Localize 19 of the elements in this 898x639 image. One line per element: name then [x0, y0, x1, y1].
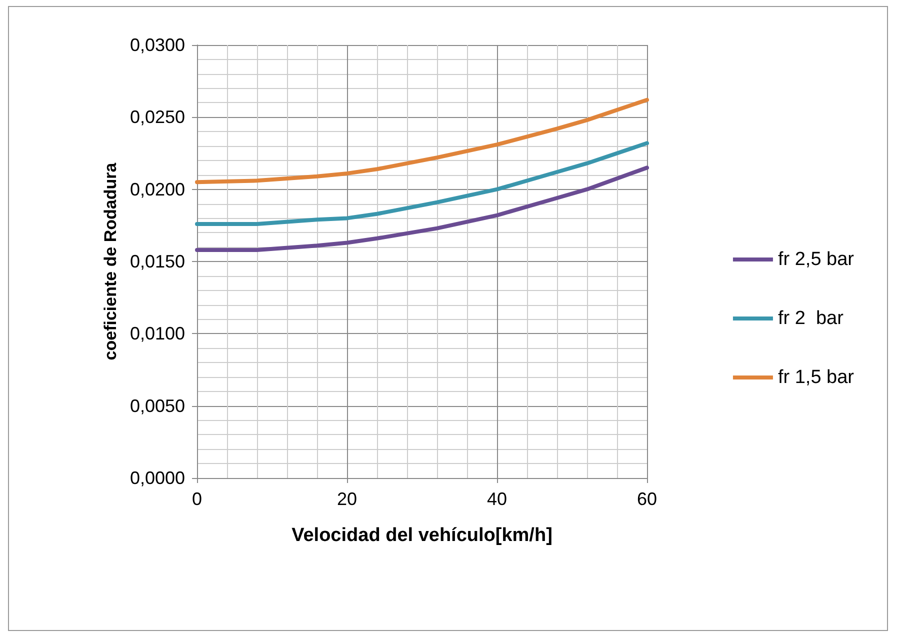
x-tick-label: 0: [192, 489, 202, 509]
y-tick-label: 0,0250: [130, 107, 185, 128]
line-series: [195, 141, 649, 226]
x-axis-title: Velocidad del vehículo[km/h]: [292, 525, 552, 546]
legend-label: fr 2,5 bar: [778, 249, 855, 270]
x-tick-label: 60: [636, 489, 658, 509]
legend-label: fr 1,5 bar: [778, 367, 855, 388]
x-tick-label: 40: [486, 489, 508, 509]
line-series: [195, 166, 649, 252]
y-tick-label: 0,0100: [130, 324, 185, 344]
legend-label: fr 2 bar: [778, 308, 844, 329]
y-axis-title: coeficiente de Rodadura: [101, 162, 120, 360]
line-series: [195, 98, 649, 184]
y-tick-label: 0,0050: [130, 396, 185, 416]
y-tick-label: 0,0000: [130, 468, 185, 488]
y-tick-label: 0,0300: [130, 35, 185, 55]
x-tick-label: 20: [336, 489, 358, 509]
y-tick-label: 0,0150: [130, 252, 185, 272]
y-tick-label: 0,0200: [130, 179, 185, 200]
